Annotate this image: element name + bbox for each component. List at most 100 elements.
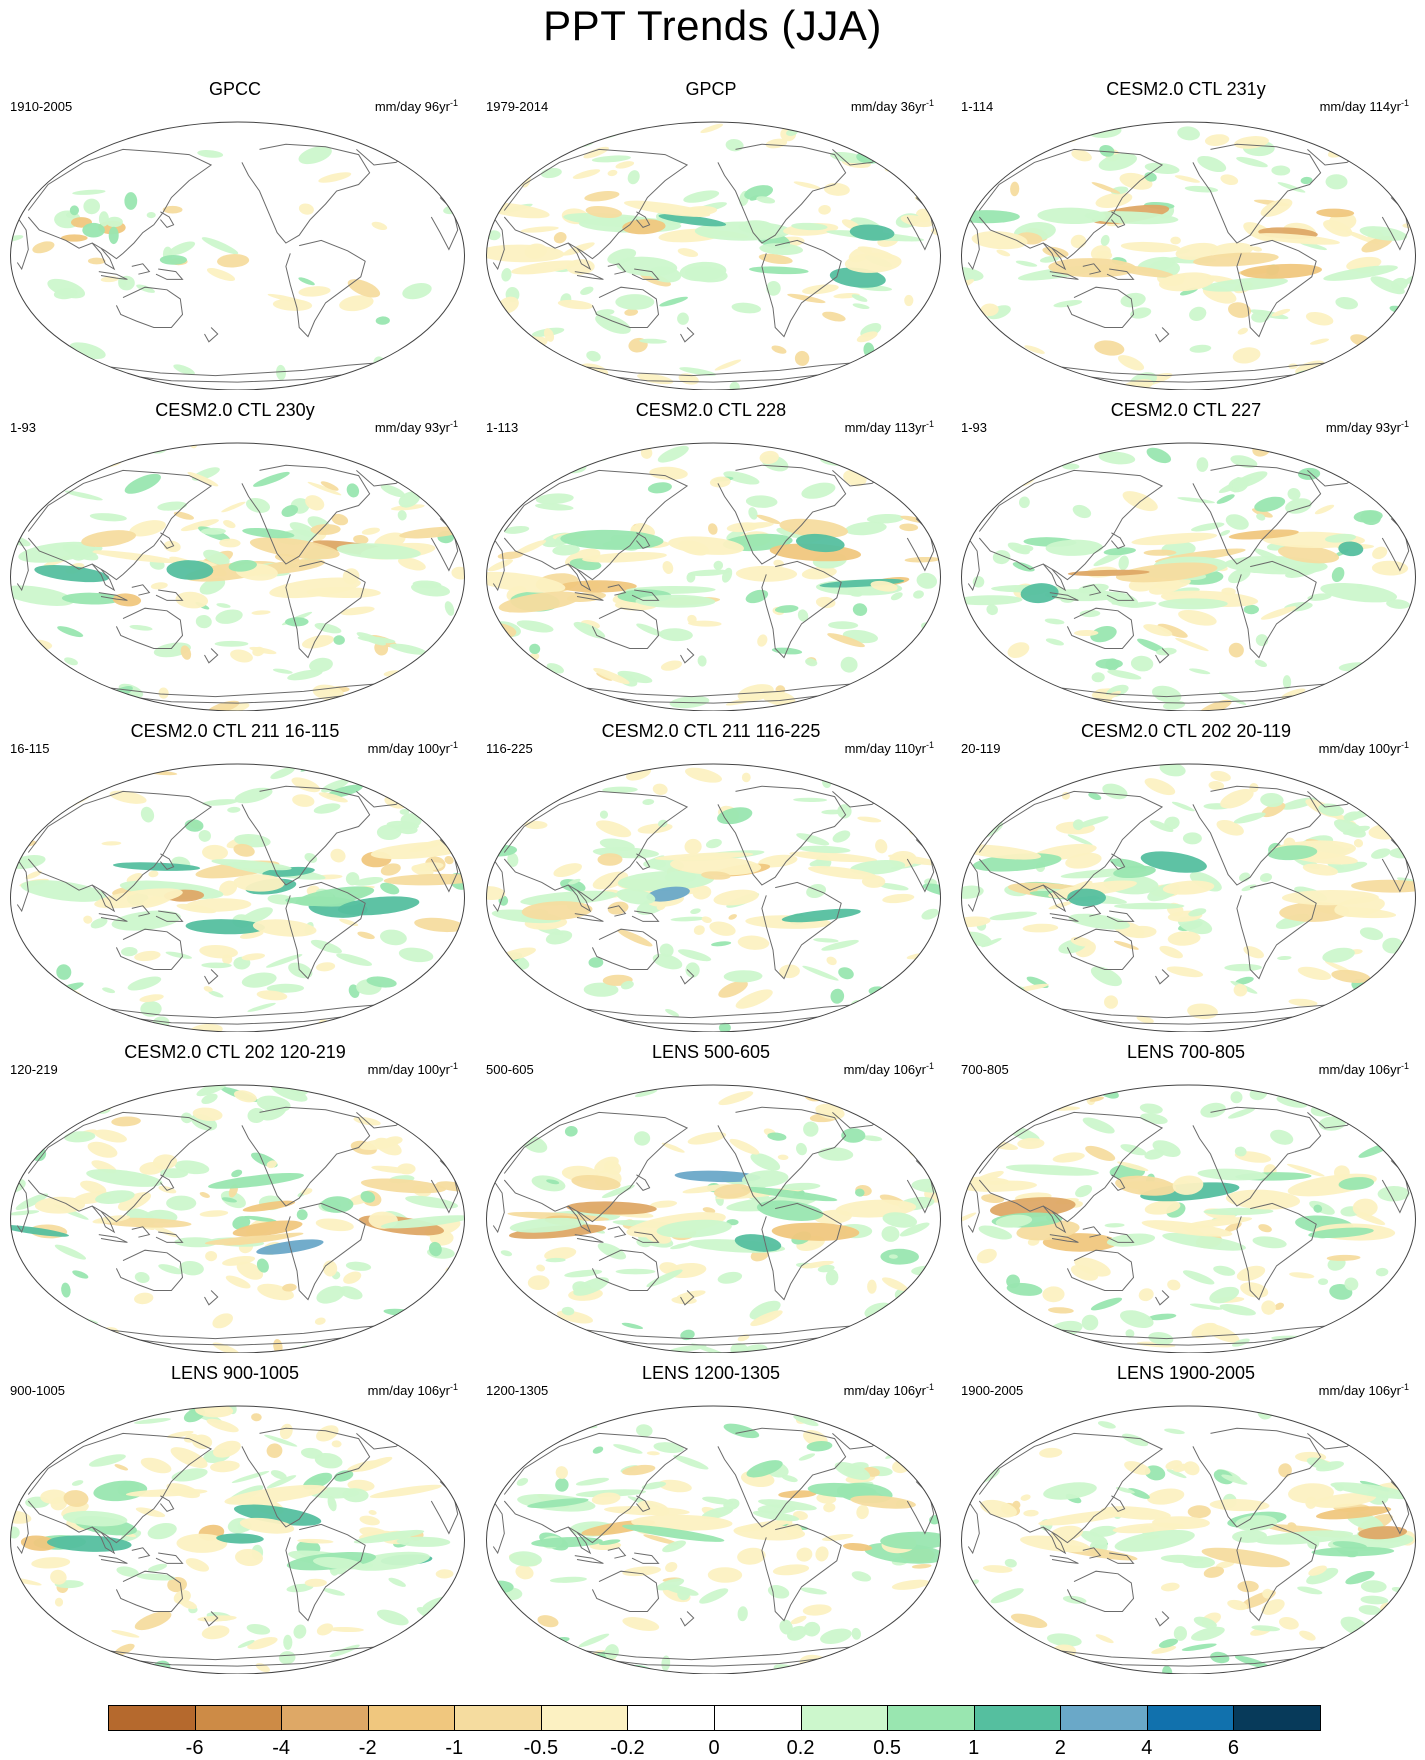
trend-blob [620, 980, 634, 990]
trend-blob [399, 808, 410, 815]
trend-blob [1329, 1406, 1345, 1414]
trend-blob [624, 308, 639, 316]
trend-blob [445, 1001, 465, 1016]
trend-blob [316, 1425, 339, 1442]
trend-blob [907, 777, 941, 797]
trend-blob [1274, 1302, 1285, 1310]
trend-blob [67, 1322, 95, 1332]
trend-field [486, 122, 941, 390]
colorbar-tick-label: 1 [968, 1737, 980, 1759]
trend-blob [1015, 260, 1038, 267]
trend-blob [515, 1023, 526, 1031]
coastline [131, 263, 151, 275]
panel-period: 1910-2005 [10, 99, 73, 114]
coastline [591, 1249, 660, 1291]
trend-blob [1033, 689, 1051, 704]
trend-blob [537, 1615, 559, 1628]
trend-blob [916, 572, 938, 589]
trend-blob [1113, 940, 1139, 950]
coastline [241, 143, 371, 244]
trend-blob [501, 137, 536, 151]
coastline [636, 1495, 651, 1512]
trend-blob [961, 164, 984, 177]
trend-blob [486, 472, 512, 488]
trend-band [684, 266, 728, 283]
trend-blob [820, 1628, 852, 1645]
trend-blob [1097, 1421, 1116, 1429]
trend-blob [1386, 993, 1403, 1004]
trend-blob [888, 1254, 898, 1259]
trend-band [756, 1200, 824, 1221]
trend-blob [1075, 1185, 1093, 1198]
trend-band [674, 1170, 761, 1183]
trend-band [966, 1176, 1011, 1185]
trend-blob [298, 286, 331, 297]
trend-blob [500, 1250, 513, 1257]
trend-blob [1243, 946, 1265, 959]
trend-blob [1387, 800, 1397, 807]
trend-band [591, 1492, 621, 1505]
trend-blob [928, 339, 941, 352]
trend-blob [827, 633, 865, 648]
trend-band [1113, 865, 1156, 879]
coastline [574, 271, 604, 280]
trend-blob [544, 1247, 577, 1261]
trend-blob [548, 1637, 570, 1645]
trend-blob [1188, 908, 1207, 917]
trend-blob [1074, 629, 1099, 637]
trend-blob [718, 980, 748, 998]
trend-blob [246, 1623, 271, 1635]
coastline [1111, 853, 1126, 870]
trend-blob [1328, 358, 1347, 369]
trend-blob [214, 640, 249, 647]
trend-blob [756, 514, 781, 525]
trend-blob [181, 1112, 193, 1124]
coastline [548, 1325, 857, 1346]
trend-band [1182, 1217, 1253, 1229]
trend-blob [360, 1191, 376, 1203]
coastline [1236, 560, 1317, 659]
trend-blob [602, 786, 638, 794]
map-boundary [486, 1405, 941, 1674]
trend-blob [15, 1193, 49, 1210]
trend-blob [1241, 884, 1257, 892]
trend-blob [1023, 1509, 1039, 1517]
trend-blob [627, 170, 640, 185]
trend-blob [219, 538, 241, 548]
trend-blob [256, 990, 288, 1001]
trend-blob [861, 1135, 883, 1142]
trend-blob [353, 1116, 381, 1126]
trend-blob [1391, 277, 1409, 291]
trend-blob [202, 799, 238, 806]
trend-blob [856, 1504, 869, 1520]
trend-band [1267, 845, 1318, 861]
trend-blob [693, 925, 705, 935]
trend-blob [961, 885, 984, 899]
trend-blob [287, 669, 323, 681]
trend-blob [1098, 451, 1136, 465]
trend-blob [988, 1620, 1008, 1631]
trend-band [342, 1488, 369, 1503]
trend-blob [15, 675, 52, 692]
panel-period: 900-1005 [10, 1383, 65, 1398]
trend-blob [1240, 1282, 1269, 1298]
trend-blob [1233, 983, 1248, 997]
coastline [131, 1226, 151, 1238]
trend-blob [702, 1207, 716, 1214]
trend-blob [815, 1546, 829, 1562]
coastline [574, 1234, 604, 1243]
trend-blob [506, 1091, 536, 1099]
trend-blob [1058, 122, 1069, 126]
trend-blob [1384, 654, 1411, 668]
trend-band [1162, 880, 1215, 895]
trend-blob [173, 364, 195, 376]
trend-blob [516, 1477, 529, 1486]
trend-band [204, 1234, 290, 1245]
trend-band [882, 893, 915, 904]
trend-blob [1243, 604, 1259, 615]
trend-blob [665, 1562, 678, 1573]
trend-blob [607, 169, 618, 177]
trend-band [758, 253, 793, 265]
trend-blob [291, 777, 321, 793]
trend-blob [524, 820, 548, 830]
